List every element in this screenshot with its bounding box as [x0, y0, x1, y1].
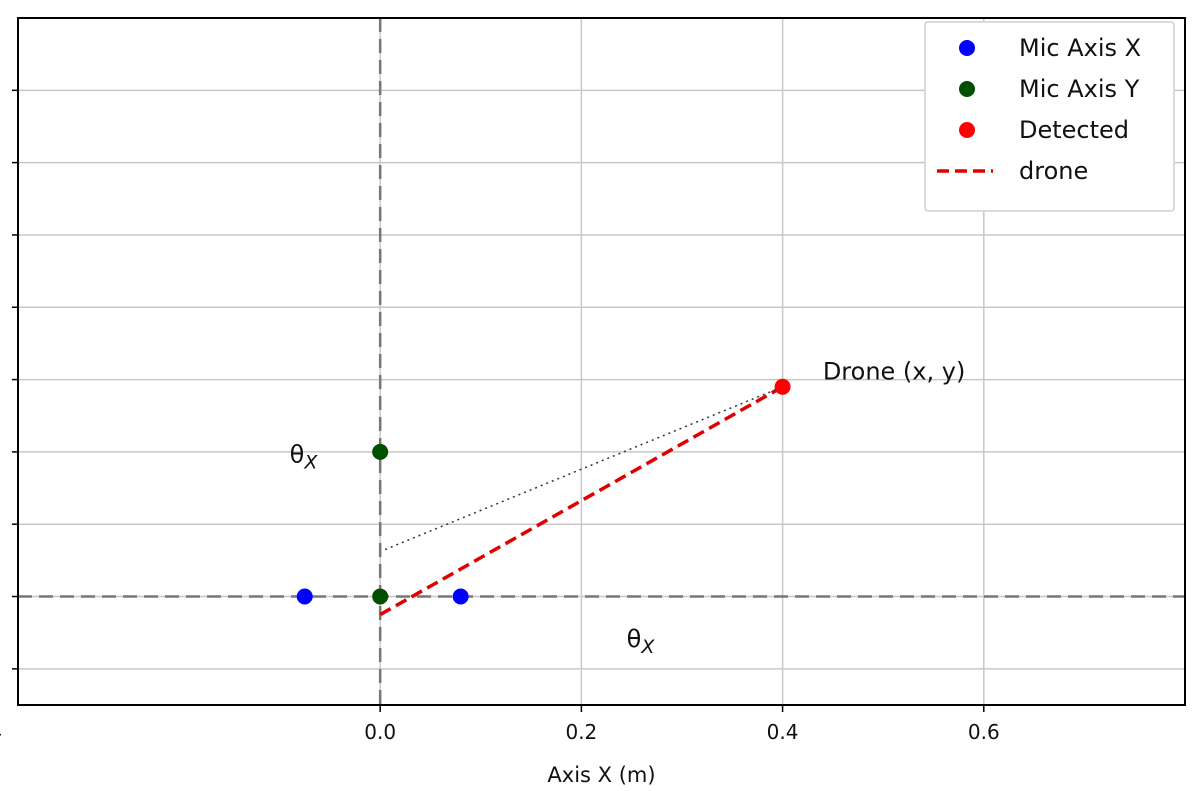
legend-label: Mic Axis X: [1019, 34, 1141, 62]
legend-label: Mic Axis Y: [1019, 75, 1140, 103]
annotations: Drone (x, y) θX θX: [290, 358, 966, 659]
legend: Mic Axis X Mic Axis Y Detected drone: [924, 21, 1175, 212]
x-tick-label: 0.4: [767, 720, 799, 744]
y-ticks: [12, 89, 18, 670]
legend-marker: [959, 81, 975, 97]
plot-frame: [17, 17, 1186, 706]
x-tick-label: 0.0: [364, 720, 396, 744]
legend-marker: [959, 122, 975, 138]
data-point: [372, 588, 389, 605]
annotation: Drone (x, y): [823, 358, 966, 386]
drone-direction-line: [379, 385, 784, 617]
legend-box: [924, 21, 1175, 212]
legend-label: drone: [1019, 157, 1088, 185]
data-point: [452, 588, 469, 605]
x-axis-label: Axis X (m): [547, 763, 655, 787]
legend-label: Detected: [1019, 116, 1129, 144]
data-point: [296, 588, 313, 605]
annotation: θX: [627, 625, 656, 658]
x-tick-label: 0.2: [565, 720, 597, 744]
x-tick-label: −0.4: [0, 720, 2, 744]
data-point: [372, 443, 389, 460]
data-point: [774, 378, 791, 395]
annotation: θX: [290, 441, 319, 474]
x-ticks: −0.4 0.0 0.2 0.4 0.6: [0, 705, 1000, 744]
legend-marker: [959, 40, 975, 56]
plot-points: [296, 378, 791, 605]
dotted-guide-line: [384, 386, 783, 551]
x-tick-label: 0.6: [968, 720, 1000, 744]
plot-lines: [379, 385, 784, 617]
